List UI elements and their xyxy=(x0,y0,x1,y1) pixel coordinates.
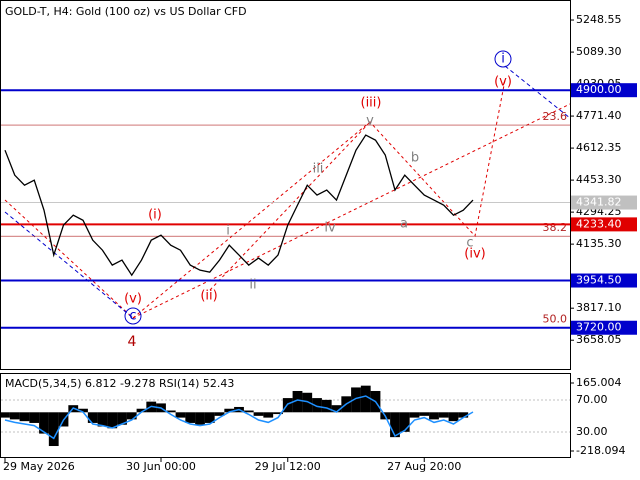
macd-bar xyxy=(39,412,49,434)
wave-lines xyxy=(4,65,571,319)
macd-bar xyxy=(390,412,400,438)
macd-bar xyxy=(175,412,186,418)
level-box xyxy=(571,273,637,288)
last-price-box xyxy=(571,195,637,210)
wave-label: iv xyxy=(324,221,336,236)
wave-path xyxy=(4,79,506,319)
wave-label: v xyxy=(366,114,374,129)
macd-bar xyxy=(9,412,20,420)
level-label: 3954.50 xyxy=(576,274,622,287)
level-box xyxy=(571,83,637,98)
y-tick-label: 3658.05 xyxy=(576,333,622,346)
macd-bar xyxy=(195,412,205,425)
y-tick-label: 4771.40 xyxy=(576,109,622,122)
y-tick-label: 5089.30 xyxy=(576,45,622,58)
wave-label: 4 xyxy=(128,334,137,350)
macd-bar xyxy=(438,412,449,418)
wave-label: (iv) xyxy=(464,247,485,262)
main-panel-frame xyxy=(0,0,571,370)
wave-label: c xyxy=(466,236,473,251)
wave-label: c xyxy=(129,309,136,324)
macd-bar xyxy=(0,412,10,418)
wave-circle xyxy=(494,50,512,68)
macd-bar xyxy=(409,412,420,418)
macd-bar xyxy=(419,412,430,416)
macd-bar xyxy=(312,398,322,413)
y-tick-label: 4453.30 xyxy=(576,173,622,186)
macd-bar xyxy=(224,408,235,413)
indicator-title: MACD(5,34,5) 6.812 -9.278 RSI(14) 52.43 xyxy=(5,377,234,390)
macd-bar xyxy=(204,412,215,423)
level-box xyxy=(571,320,637,335)
level-box xyxy=(571,217,637,232)
fib-label: 23.6 xyxy=(543,110,568,123)
macd-bar xyxy=(321,399,332,413)
macd-bar xyxy=(399,412,410,432)
x-tick-label: 29 Jul 12:00 xyxy=(255,460,321,473)
rsi-line xyxy=(4,395,474,440)
macd-bar xyxy=(136,408,147,413)
macd-bar xyxy=(292,390,303,413)
wave-label: (v) xyxy=(494,75,512,90)
y-tick-label: -218.094 xyxy=(576,444,625,457)
level-label: 4900.00 xyxy=(576,83,622,96)
macd-bar xyxy=(185,412,196,423)
wave-label: (iii) xyxy=(361,96,382,111)
wave-label: (i) xyxy=(148,208,162,223)
macd-bar xyxy=(97,412,108,427)
wave-label: iii xyxy=(313,162,324,177)
macd-bar xyxy=(351,387,361,413)
wave-label: b xyxy=(411,151,419,166)
macd-bar xyxy=(48,412,59,447)
y-tick-label: 3817.10 xyxy=(576,301,622,314)
level-label: 3720.00 xyxy=(576,321,622,334)
y2-tick-label: 70.00 xyxy=(576,393,608,406)
macd-bar xyxy=(19,412,30,422)
macd-bar xyxy=(214,412,225,416)
fib-label: 50.0 xyxy=(543,312,568,325)
x-tick-label: 29 May 2026 xyxy=(3,460,75,473)
chart-title: GOLD-T, H4: Gold (100 oz) vs US Dollar C… xyxy=(5,5,247,18)
y-tick-label: 5248.55 xyxy=(576,13,622,26)
macd-bar xyxy=(117,412,127,425)
y-tick-label: 4612.35 xyxy=(576,141,622,154)
channel-line xyxy=(209,121,371,291)
x-tick-label: 27 Aug 20:00 xyxy=(387,460,461,473)
y-tick-label: 4135.30 xyxy=(576,237,622,250)
y2-tick-label: 30.00 xyxy=(576,425,608,438)
macd-bar xyxy=(107,412,118,429)
macd-bar xyxy=(243,410,254,413)
wave-label: i xyxy=(501,52,505,67)
wave-circle xyxy=(124,307,142,325)
macd-bar xyxy=(253,412,264,416)
macd-bar xyxy=(87,412,98,423)
macd-bar xyxy=(273,412,283,415)
macd-bar xyxy=(331,405,342,413)
macd-bar xyxy=(360,385,371,413)
macd-bar xyxy=(126,412,137,420)
macd-bar xyxy=(448,412,459,422)
macd-bar xyxy=(29,412,40,423)
macd-bar xyxy=(165,410,176,413)
price-line xyxy=(4,134,474,277)
macd-bar xyxy=(302,392,313,413)
y-tick-label: 165.004 xyxy=(576,376,622,389)
wave-label: (ii) xyxy=(200,289,217,304)
level-label: 4233.40 xyxy=(576,217,622,230)
macd-bar xyxy=(263,412,274,418)
macd-bar xyxy=(429,412,439,420)
wave-label: ii xyxy=(249,278,256,293)
macd-bar xyxy=(78,408,88,413)
last-price-label: 4341.82 xyxy=(576,196,622,209)
x-tick-label: 30 Jun 00:00 xyxy=(126,460,196,473)
fib-label: 38.2 xyxy=(543,221,568,234)
wave-label: (v) xyxy=(124,292,142,307)
wave-label: i xyxy=(226,224,230,239)
macd-bar xyxy=(458,412,469,418)
wave-label: a xyxy=(400,217,408,232)
